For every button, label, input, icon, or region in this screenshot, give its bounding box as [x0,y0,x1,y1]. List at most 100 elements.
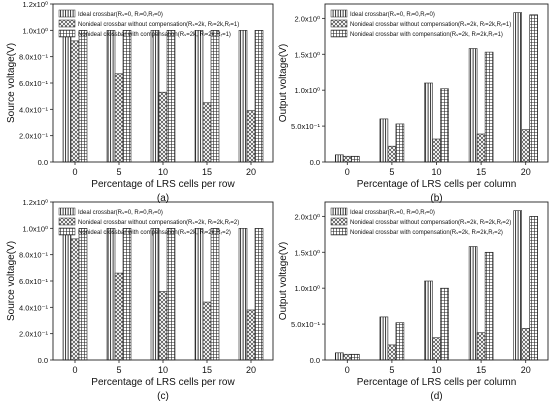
y-tick-label: 4.0x10⁻¹ [19,303,48,312]
bar-series-1-cat-10 [424,280,433,361]
bar-series-3-cat-0 [78,228,88,361]
y-axis-label: Output voltage(V) [278,44,289,122]
y-tick-label: 2.0x10⁰ [294,14,320,23]
legend-label-3: Nonideal crossbar with compensation(Rₛ=2… [78,32,231,38]
bar-series-1-cat-5 [379,118,389,163]
bar-series-1-cat-15 [468,246,478,361]
x-tick-label: 0 [345,167,350,177]
x-tick-label: 20 [246,167,256,177]
bar-series-2-cat-10 [158,91,168,163]
y-tick-label: 5.0x10⁻¹ [291,122,320,131]
bar-series-1-cat-20 [513,210,523,361]
chart-panel-3: 0.0 2.0x10⁻¹ 4.0x10⁻¹ 6.0x10⁻¹ 8.0x10⁻¹ 1.0x1… [6,198,274,402]
bar-series-2-cat-20 [246,110,256,163]
legend-label-3: Nonideal crossbar with compensation(Rₛ=2… [350,230,503,236]
bar-series-3-cat-10 [440,287,449,361]
legend-swatch-2 [330,217,348,226]
y-axis-label: Source voltage(V) [6,241,17,321]
bar-series-3-cat-15 [210,228,220,361]
legend-label-3: Nonideal crossbar with compensation(Rₛ=2… [78,230,231,236]
x-tick-label: 10 [431,167,441,177]
legend-swatch-1 [330,207,348,216]
bar-series-3-cat-20 [529,216,539,361]
bar-series-3-cat-15 [484,51,494,163]
bar-series-1-cat-20 [513,12,523,163]
y-tick-label: 2.0x10⁻¹ [19,132,48,141]
bar-series-1-cat-0 [62,228,72,361]
bar-series-2-cat-5 [114,73,124,163]
legend-label-2: Nonideal crossbar without compensation(R… [78,220,239,226]
bar-series-2-cat-15 [202,301,212,361]
legend-swatch-2 [58,217,76,226]
y-tick-label: 0.0 [310,158,320,167]
legend-swatch-1 [58,9,76,18]
bar-series-3-cat-5 [395,123,405,163]
y-tick-label: 1.0x10⁰ [294,284,320,293]
bar-series-1-cat-20 [238,30,248,163]
chart-panel-1: 0.0 2.0x10⁻¹ 4.0x10⁻¹ 6.0x10⁻¹ 8.0x10⁻¹ 1.0x1… [6,0,274,204]
bar-series-3-cat-5 [122,30,132,163]
bar-series-2-cat-0 [342,353,352,361]
legend-label-1: Ideal crossbar(Rₛ=0, Rₗ=0,Rᵣ=0) [78,12,163,18]
x-tick-label: 5 [389,365,394,375]
y-tick-label: 8.0x10⁻¹ [19,53,48,62]
bar-series-2-cat-15 [476,133,486,163]
bar-series-3-cat-0 [350,155,360,163]
bar-series-2-cat-10 [158,291,168,361]
y-tick-label: 8.0x10⁻¹ [19,251,48,260]
legend-label-2: Nonideal crossbar without compensation(R… [78,22,239,28]
legend-swatch-3 [330,29,348,38]
bar-series-3-cat-15 [484,251,494,361]
y-tick-label: 1.2x10⁰ [22,0,48,9]
x-tick-label: 5 [116,167,121,177]
panel-label: (a) [157,193,169,204]
bar-series-3-cat-5 [395,322,405,361]
bar-series-3-cat-5 [122,228,132,361]
bar-series-2-cat-0 [70,238,80,361]
bar-series-1-cat-15 [194,30,204,163]
x-tick-label: 15 [202,365,212,375]
legend-swatch-2 [330,19,348,28]
legend-swatch-3 [58,29,76,38]
y-tick-label: 0.0 [310,356,320,365]
y-tick-label: 1.0x10⁰ [22,224,48,233]
bar-series-2-cat-5 [114,272,124,361]
x-tick-label: 10 [431,365,441,375]
bar-series-2-cat-20 [521,129,531,163]
bar-series-2-cat-0 [70,40,80,163]
y-axis-label: Source voltage(V) [6,43,17,123]
panel-label: (c) [157,391,169,402]
x-axis-label: Percentage of LRS cells per row [91,377,235,388]
x-axis-label: Percentage of LRS cells per row [91,179,235,190]
legend-label-1: Ideal crossbar(Rₛ=0, Rₗ=0,Rᵣ=0) [350,12,435,18]
panel-label: (b) [430,193,442,204]
y-tick-label: 4.0x10⁻¹ [19,105,48,114]
x-tick-label: 5 [116,365,121,375]
bar-series-1-cat-5 [106,228,116,361]
y-tick-label: 1.0x10⁰ [294,86,320,95]
x-tick-label: 15 [476,167,486,177]
bar-series-1-cat-20 [238,228,248,361]
bar-series-2-cat-10 [432,337,441,361]
y-tick-label: 5.0x10⁻¹ [291,320,320,329]
bar-series-2-cat-10 [432,138,441,163]
legend-label-1: Ideal crossbar(Rₛ=0, Rₗ=0,Rᵣ=0) [350,210,435,216]
x-axis-label: Percentage of LRS cells per column [357,179,517,190]
x-tick-label: 20 [521,167,531,177]
bar-series-3-cat-0 [350,353,360,361]
x-tick-label: 10 [158,167,168,177]
bar-series-1-cat-10 [424,82,433,163]
bar-series-2-cat-5 [387,344,397,361]
y-axis-label: Output voltage(V) [278,242,289,320]
legend: Ideal crossbar(Rₛ=0, Rₗ=0,Rᵣ=0) Nonideal … [58,9,239,38]
y-tick-label: 0.0 [38,356,48,365]
bar-series-1-cat-0 [334,352,344,361]
legend: Ideal crossbar(Rₛ=0, Rₗ=0,Rᵣ=0) Nonideal … [330,207,511,236]
x-tick-label: 10 [158,365,168,375]
bar-series-3-cat-20 [529,14,539,163]
x-tick-label: 20 [246,365,256,375]
bar-series-3-cat-10 [166,228,176,361]
bar-series-1-cat-5 [106,30,116,163]
bar-series-2-cat-20 [521,328,531,361]
bar-series-1-cat-10 [150,30,160,163]
